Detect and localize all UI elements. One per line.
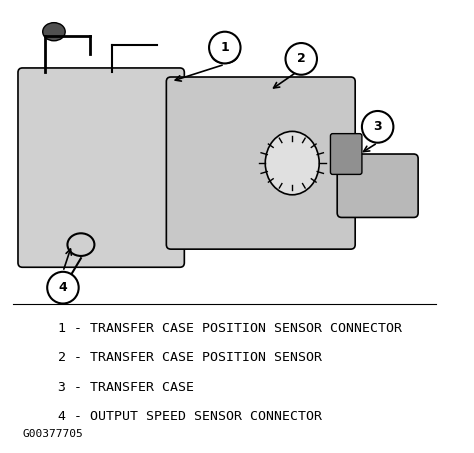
Circle shape [209, 32, 240, 63]
Ellipse shape [265, 131, 319, 195]
FancyBboxPatch shape [166, 77, 355, 249]
Circle shape [362, 111, 393, 143]
Ellipse shape [67, 233, 94, 256]
Ellipse shape [43, 23, 65, 41]
Text: 1 - TRANSFER CASE POSITION SENSOR CONNECTOR: 1 - TRANSFER CASE POSITION SENSOR CONNEC… [58, 322, 402, 335]
FancyBboxPatch shape [18, 68, 184, 267]
Text: G00377705: G00377705 [22, 429, 83, 439]
Text: 4: 4 [59, 281, 67, 294]
Text: 3 - TRANSFER CASE: 3 - TRANSFER CASE [58, 381, 194, 394]
Text: 4 - OUTPUT SPEED SENSOR CONNECTOR: 4 - OUTPUT SPEED SENSOR CONNECTOR [58, 410, 322, 423]
Circle shape [285, 43, 317, 75]
FancyBboxPatch shape [330, 134, 362, 174]
FancyBboxPatch shape [337, 154, 418, 217]
Text: 2: 2 [297, 53, 306, 65]
Text: 3: 3 [374, 120, 382, 133]
Ellipse shape [211, 45, 238, 63]
Text: 1: 1 [220, 41, 229, 54]
Text: 2 - TRANSFER CASE POSITION SENSOR: 2 - TRANSFER CASE POSITION SENSOR [58, 351, 322, 364]
Circle shape [47, 272, 79, 304]
